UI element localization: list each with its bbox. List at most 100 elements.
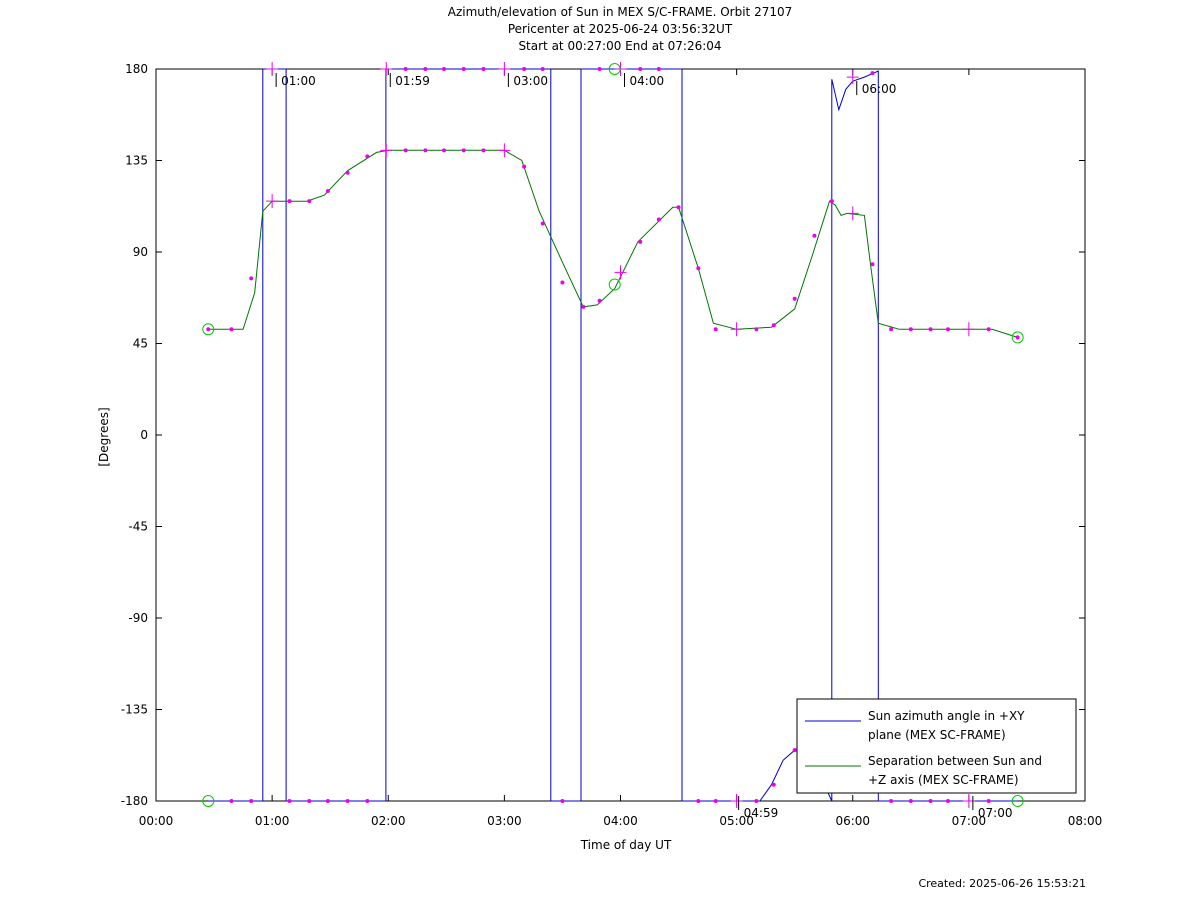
data-point-dot	[986, 327, 991, 332]
legend-label-1: plane (MEX SC-FRAME)	[868, 728, 1006, 742]
y-tick-label: 0	[140, 428, 148, 442]
hour-cross-marker	[846, 70, 859, 85]
data-point-dot	[540, 221, 545, 226]
time-annotation-label: 06:00	[862, 82, 897, 96]
data-point-dot	[812, 233, 817, 238]
endpoint-circle-marker	[1011, 331, 1024, 344]
hour-cross-marker	[962, 322, 975, 337]
y-tick-label: 135	[125, 154, 148, 168]
data-point-dot	[325, 799, 330, 803]
data-point-dot	[908, 799, 913, 803]
data-point-dot	[345, 799, 350, 803]
y-tick-label: 90	[133, 245, 148, 259]
series-layer	[208, 68, 1018, 802]
data-point-dot	[249, 276, 254, 281]
data-point-dot	[287, 199, 292, 204]
time-annotation-label: 07:00	[978, 806, 1013, 820]
hour-cross-marker	[266, 62, 279, 76]
endpoint-circle-marker	[608, 63, 621, 75]
data-point-dot	[365, 154, 370, 159]
legend-label-2: Separation between Sun and	[868, 754, 1042, 768]
data-point-dot	[889, 799, 894, 803]
x-tick-label: 02:00	[371, 814, 406, 828]
time-annotation-label: 01:00	[281, 74, 316, 88]
endpoint-circle-marker	[202, 795, 215, 807]
x-tick-label: 00:00	[139, 814, 174, 828]
legend-box	[796, 698, 1077, 794]
hour-cross-marker	[846, 206, 859, 221]
data-point-dot	[403, 67, 408, 71]
data-point-dot	[345, 170, 350, 175]
data-point-dot	[229, 799, 234, 803]
data-point-dot	[1015, 335, 1020, 340]
x-tick-label: 08:00	[1068, 814, 1103, 828]
data-point-dot	[461, 67, 466, 71]
data-point-dot	[656, 217, 661, 222]
data-point-dot	[522, 67, 527, 71]
data-point-dot	[481, 67, 486, 71]
data-point-dot	[540, 67, 545, 71]
y-tick-label: 45	[133, 337, 148, 351]
created-timestamp: Created: 2025-06-26 15:53:21	[918, 877, 1086, 890]
data-point-dot	[945, 799, 950, 803]
data-point-dot	[754, 799, 759, 803]
data-point-dot	[481, 148, 486, 153]
x-tick-label: 05:00	[719, 814, 754, 828]
legend-label-2: +Z axis (MEX SC-FRAME)	[868, 773, 1019, 787]
series-line-2	[208, 149, 1018, 338]
data-point-dot	[560, 799, 565, 803]
hour-cross-marker	[266, 194, 279, 209]
data-point-dot	[287, 799, 292, 803]
data-point-dot	[522, 164, 527, 169]
data-point-dot	[403, 148, 408, 153]
hour-cross-marker	[380, 143, 393, 158]
data-point-dot	[696, 266, 701, 271]
data-point-dot	[597, 67, 602, 71]
y-tick-label: -180	[121, 794, 148, 808]
hour-cross-marker	[380, 62, 393, 76]
data-point-dot	[638, 67, 643, 71]
endpoint-circle-marker	[1011, 795, 1024, 807]
x-axis-label: Time of day UT	[580, 838, 672, 852]
time-annotation-label: 04:59	[744, 806, 779, 820]
time-annotation-label: 04:00	[630, 74, 665, 88]
hour-cross-marker	[498, 62, 511, 76]
y-tick-label: -45	[128, 520, 148, 534]
x-tick-label: 07:00	[952, 814, 987, 828]
data-point-dot	[597, 298, 602, 303]
x-tick-label: 06:00	[835, 814, 870, 828]
data-point-dot	[307, 199, 312, 204]
chart-title-line-2: Pericenter at 2025-06-24 03:56:32UT	[507, 22, 733, 36]
y-tick-label: -90	[128, 611, 148, 625]
data-point-dot	[206, 327, 211, 332]
x-tick-label: 03:00	[487, 814, 522, 828]
data-point-dot	[676, 205, 681, 210]
data-point-dot	[325, 189, 330, 193]
data-point-dot	[461, 148, 466, 153]
data-point-dot	[560, 280, 565, 285]
data-point-dot	[713, 327, 718, 332]
x-tick-label: 04:00	[603, 814, 638, 828]
data-point-dot	[638, 239, 643, 244]
data-point-dot	[696, 799, 701, 803]
chart-title-line-1: Azimuth/elevation of Sun in MEX S/C-FRAM…	[447, 5, 793, 19]
data-point-dot	[986, 799, 991, 803]
hour-cross-marker	[730, 794, 743, 808]
data-point-dot	[889, 327, 894, 332]
data-point-dot	[656, 67, 661, 71]
data-point-dot	[771, 782, 776, 787]
data-point-dot	[870, 71, 875, 76]
time-annotation-label: 01:59	[395, 74, 430, 88]
data-point-dot	[441, 148, 446, 153]
data-point-dot	[423, 67, 428, 71]
annotation-layer: 01:00 01:59 03:00 04:00 06:00 04:59 07:00	[275, 73, 1013, 820]
plot-frame	[155, 68, 1086, 802]
y-axis-label: [Degrees]	[97, 407, 111, 466]
data-point-dot	[423, 148, 428, 153]
y-tick-label: 180	[125, 62, 148, 76]
legend-label-1: Sun azimuth angle in +XY	[868, 709, 1025, 723]
data-point-dot	[249, 799, 254, 803]
hour-cross-marker	[614, 265, 627, 280]
data-point-dot	[829, 199, 834, 204]
time-annotation-label: 03:00	[513, 74, 548, 88]
